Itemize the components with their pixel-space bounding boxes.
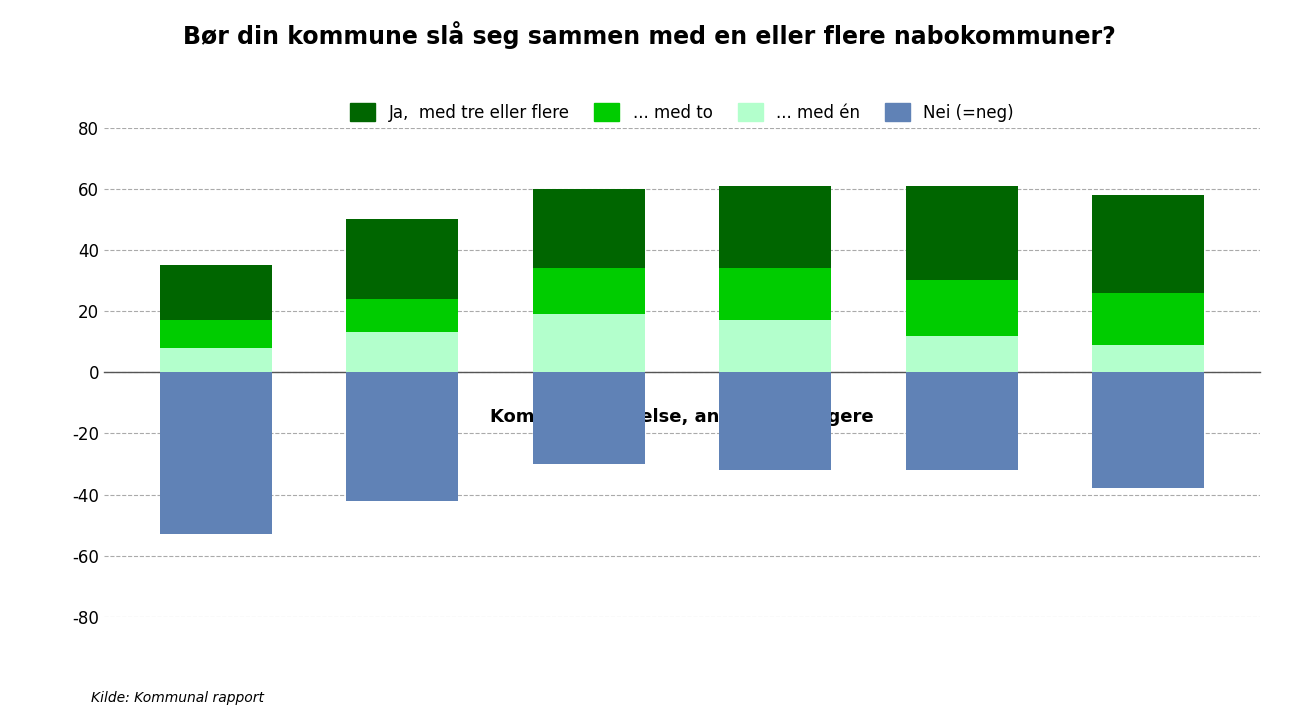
Bar [160,348,271,372]
Bar [905,186,1017,281]
Legend: Ja,  med tre eller flere, ... med to, ... med én, Nei (=neg): Ja, med tre eller flere, ... med to, ...… [343,97,1021,128]
Bar [1092,372,1204,489]
Bar [720,320,831,372]
Bar [160,320,271,348]
Bar [1092,293,1204,345]
Bar [533,189,644,268]
Bar [720,268,831,320]
Bar [347,372,459,501]
Bar [720,372,831,470]
Bar [1092,195,1204,293]
Bar [160,265,271,320]
Bar [905,281,1017,335]
Text: Bør din kommune slå seg sammen med en eller flere nabokommuner?: Bør din kommune slå seg sammen med en el… [183,21,1116,49]
Bar [533,268,644,314]
X-axis label: Kommunestørrelse, antall innbyggere: Kommunestørrelse, antall innbyggere [490,408,874,425]
Bar [347,333,459,372]
Bar [533,372,644,464]
Bar [347,299,459,333]
Bar [347,219,459,299]
Bar [160,372,271,535]
Text: Kilde: Kommunal rapport: Kilde: Kommunal rapport [91,691,264,705]
Bar [905,335,1017,372]
Bar [533,314,644,372]
Bar [720,186,831,268]
Bar [905,372,1017,470]
Bar [1092,345,1204,372]
